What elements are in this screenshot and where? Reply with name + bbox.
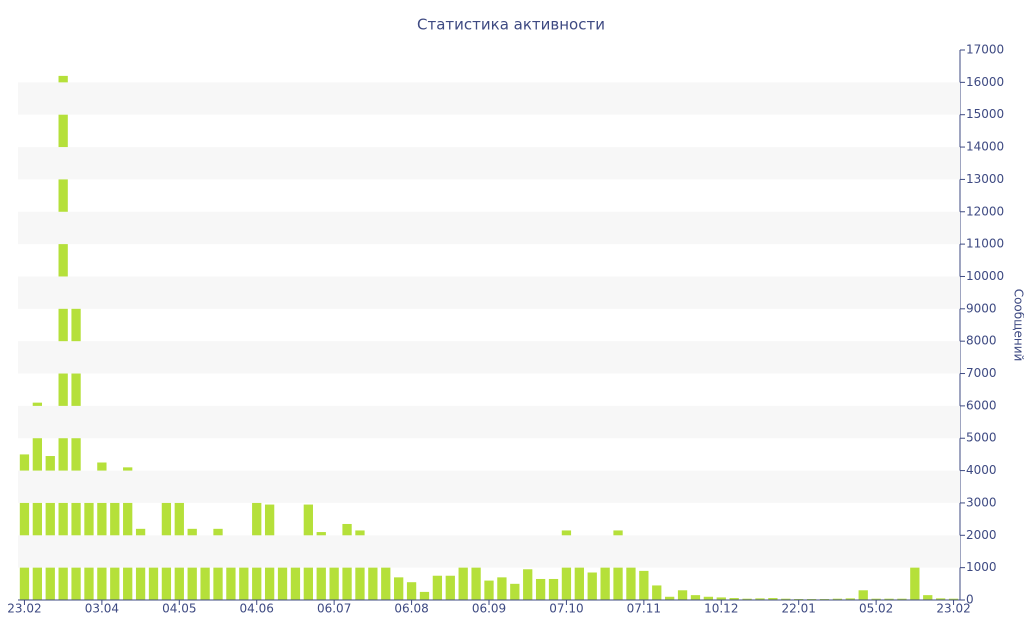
bar (832, 598, 843, 600)
bar (523, 569, 533, 600)
y-tick-label: 7000 (966, 366, 997, 380)
bar (226, 556, 236, 600)
bar (406, 582, 417, 600)
y-tick-label: 12000 (966, 204, 1004, 218)
bar (148, 562, 159, 600)
x-tick-label: 04.06 (240, 602, 274, 616)
y-tick-label: 8000 (966, 334, 997, 348)
y-tick-label: 4000 (966, 463, 997, 477)
y-tick-label: 5000 (966, 431, 997, 445)
y-tick-label: 17000 (966, 43, 1004, 57)
y-tick-label: 11000 (966, 237, 1004, 251)
y-tick-label: 15000 (966, 107, 1004, 121)
bar (45, 456, 55, 600)
bar (845, 598, 855, 600)
bar (716, 597, 726, 600)
y-tick-label: 9000 (966, 301, 997, 315)
bar (729, 598, 739, 600)
y-tick-label: 0 (966, 593, 974, 607)
bar (394, 577, 404, 600)
bar (639, 570, 649, 600)
bar (884, 598, 894, 600)
x-tick-label: 23.02 (7, 602, 41, 616)
bar (368, 562, 378, 600)
bar (910, 549, 920, 600)
grid-band (18, 535, 960, 568)
bar (58, 75, 68, 601)
bar (587, 572, 597, 600)
bar (923, 595, 933, 600)
y-tick-label: 13000 (966, 172, 1004, 186)
bar (200, 556, 210, 600)
x-tick-label: 07.11 (627, 602, 661, 616)
y-axis-title: Сообщений (1012, 289, 1024, 362)
bar (381, 559, 391, 600)
y-tick-label: 14000 (966, 140, 1004, 154)
bar (458, 541, 468, 600)
bar (445, 575, 455, 600)
bar (768, 598, 778, 600)
x-tick-label: 04.05 (162, 602, 196, 616)
y-tick-label: 10000 (966, 269, 1004, 283)
grid-band (18, 405, 960, 439)
bar (239, 545, 249, 600)
x-tick-label: 10.12 (704, 602, 738, 616)
bar (123, 467, 133, 600)
bar (535, 578, 546, 600)
grid-band (18, 211, 960, 245)
x-tick-label: 05.02 (859, 602, 893, 616)
grid-band (18, 82, 960, 115)
bar (858, 590, 868, 600)
x-tick-label: 06.07 (317, 602, 351, 616)
y-tick-label: 16000 (966, 75, 1004, 89)
bar (97, 462, 107, 600)
bar (574, 543, 584, 600)
bar (626, 562, 636, 600)
bar (290, 538, 301, 600)
bar (497, 577, 507, 600)
bar (677, 590, 688, 600)
bar (755, 598, 765, 600)
grid-band (18, 276, 960, 309)
bar (652, 585, 662, 600)
bar (432, 575, 443, 600)
y-tick-label: 3000 (966, 495, 997, 509)
bar (548, 578, 559, 600)
bar (781, 598, 791, 600)
bar (484, 580, 494, 600)
bar (948, 598, 959, 600)
bar (897, 598, 907, 600)
x-tick-label: 03.04 (85, 602, 119, 616)
x-tick-label: 07.10 (549, 602, 583, 616)
grid-band (18, 470, 960, 503)
y-tick-label: 1000 (966, 560, 997, 574)
bar (329, 557, 339, 600)
chart-title: Статистика активности (417, 16, 605, 34)
grid-band (18, 147, 960, 180)
grid-band (18, 341, 960, 374)
x-tick-label: 22.01 (782, 602, 816, 616)
bar (600, 556, 610, 600)
bar (703, 596, 714, 600)
bar (277, 543, 288, 600)
bar (742, 598, 752, 600)
bar (19, 454, 30, 600)
y-tick-label: 2000 (966, 528, 997, 542)
bar (510, 583, 520, 600)
bar (419, 591, 430, 600)
bar (690, 595, 701, 600)
bar (471, 562, 481, 600)
bar (871, 598, 881, 600)
bar (935, 598, 946, 600)
x-tick-label: 23.02 (936, 602, 970, 616)
y-tick-label: 6000 (966, 398, 997, 412)
bar (71, 294, 81, 600)
x-tick-label: 06.08 (394, 602, 428, 616)
bar (665, 596, 675, 600)
x-tick-label: 06.09 (472, 602, 506, 616)
